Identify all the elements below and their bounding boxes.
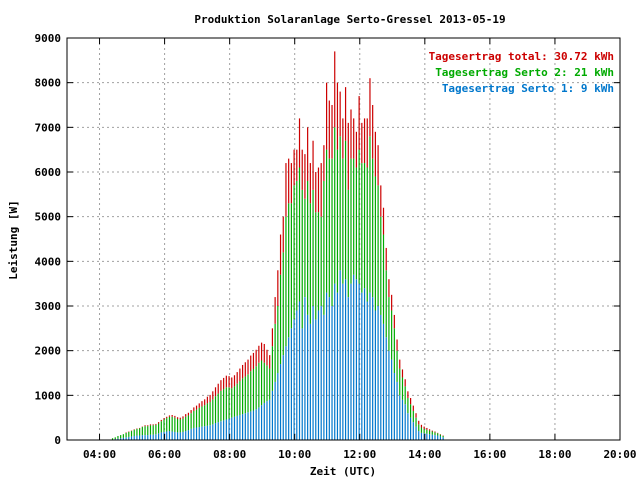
x-tick-label: 08:00: [213, 448, 246, 461]
x-tick-label: 14:00: [408, 448, 441, 461]
bars: [111, 51, 444, 440]
x-tick-label: 10:00: [278, 448, 311, 461]
y-tick-label: 9000: [35, 32, 62, 45]
legend-entry: Tagesertrag Serto 1: 9 kWh: [442, 82, 614, 95]
legend: Tagesertrag total: 30.72 kWh Tagesertrag …: [429, 50, 614, 95]
grid: [67, 38, 620, 440]
y-tick-label: 2000: [35, 345, 62, 358]
y-tick-label: 6000: [35, 166, 62, 179]
y-axis-label: Leistung [W]: [7, 200, 20, 279]
x-tick-label: 06:00: [148, 448, 181, 461]
x-tick-label: 04:00: [83, 448, 116, 461]
x-tick-label: 18:00: [538, 448, 571, 461]
plot-frame: [66, 37, 621, 441]
y-tick-label: 5000: [35, 211, 62, 224]
x-axis-label: Zeit (UTC): [310, 465, 376, 478]
axes: 0 1000 2000 3000 4000 5000 6000 7000 8000 9000 04:…: [35, 32, 637, 461]
y-tick-label: 0: [54, 434, 61, 447]
y-tick-label: 1000: [35, 389, 62, 402]
legend-entry: Tagesertrag total: 30.72 kWh: [429, 50, 614, 63]
y-tick-label: 4000: [35, 255, 62, 268]
x-tick-label: 12:00: [343, 448, 376, 461]
y-tick-label: 8000: [35, 77, 62, 90]
x-tick-label: 20:00: [603, 448, 636, 461]
y-tick-label: 3000: [35, 300, 62, 313]
y-tick-label: 7000: [35, 121, 62, 134]
chart-title: Produktion Solaranlage Serto-Gressel 201…: [194, 13, 505, 26]
x-tick-label: 16:00: [473, 448, 506, 461]
legend-entry: Tagesertrag Serto 2: 21 kWh: [435, 66, 614, 79]
